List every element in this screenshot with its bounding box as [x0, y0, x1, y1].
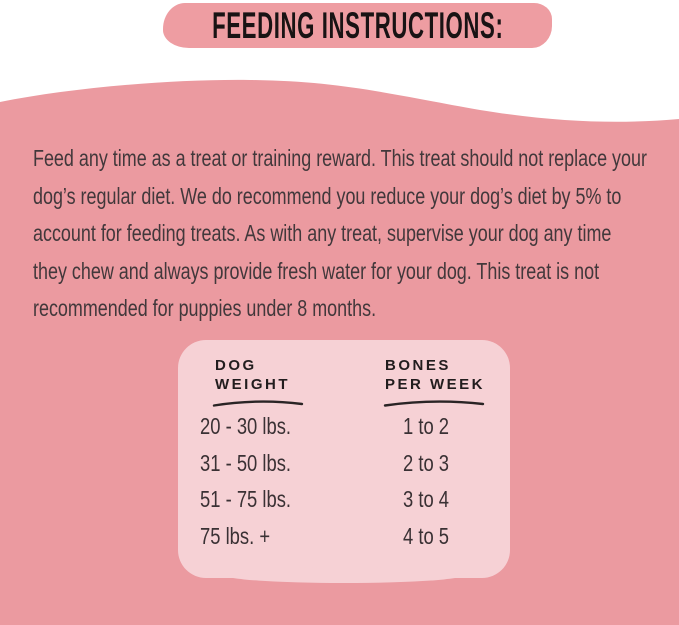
feeding-table-panel: DOG WEIGHT BONES PER WEEK 20 - 30 lbs. 1…: [178, 340, 510, 583]
paragraph-line: recommended for puppies under 8 months.: [33, 295, 377, 321]
dog-weight-value: 31 - 50 lbs.: [200, 449, 292, 476]
bones-per-week-value: 3 to 4: [403, 486, 450, 512]
paragraph-line: Feed any time as a treat or training rew…: [33, 145, 647, 171]
feeding-table-rows: 20 - 30 lbs. 1 to 2 31 - 50 lbs. 2 to 3 …: [178, 408, 510, 554]
column-header-line: PER WEEK: [385, 376, 486, 393]
bones-per-week-value: 2 to 3: [403, 449, 450, 476]
feeding-instructions-paragraph: Feed any time as a treat or training rew…: [33, 140, 679, 328]
column-header-line: BONES: [385, 357, 451, 374]
paragraph-line: dog’s regular diet. We do recommend you …: [33, 182, 622, 209]
underline-arc-icon: [383, 400, 485, 407]
underline-arc-icon: [212, 400, 304, 407]
feeding-instructions-banner: FEEDING INSTRUCTIONS:: [163, 3, 552, 48]
page-title: FEEDING INSTRUCTIONS:: [211, 4, 504, 46]
dog-weight-value: 51 - 75 lbs.: [200, 486, 292, 512]
table-row: 31 - 50 lbs. 2 to 3: [178, 445, 510, 482]
dog-weight-value: 75 lbs. +: [200, 522, 271, 549]
column-header-bones-per-week: BONES PER WEEK: [385, 356, 485, 394]
table-row: 75 lbs. + 4 to 5: [178, 518, 510, 555]
table-row: 20 - 30 lbs. 1 to 2: [178, 408, 510, 445]
column-header-dog-weight: DOG WEIGHT: [215, 356, 290, 394]
column-header-line: WEIGHT: [215, 376, 290, 393]
dog-weight-value: 20 - 30 lbs.: [200, 413, 292, 439]
bones-per-week-value: 4 to 5: [403, 522, 450, 549]
table-row: 51 - 75 lbs. 3 to 4: [178, 481, 510, 518]
column-header-line: DOG: [215, 357, 257, 374]
bones-per-week-value: 1 to 2: [403, 413, 450, 439]
paragraph-line: they chew and always provide fresh water…: [33, 257, 600, 284]
paragraph-line: account for feeding treats. As with any …: [33, 220, 612, 246]
